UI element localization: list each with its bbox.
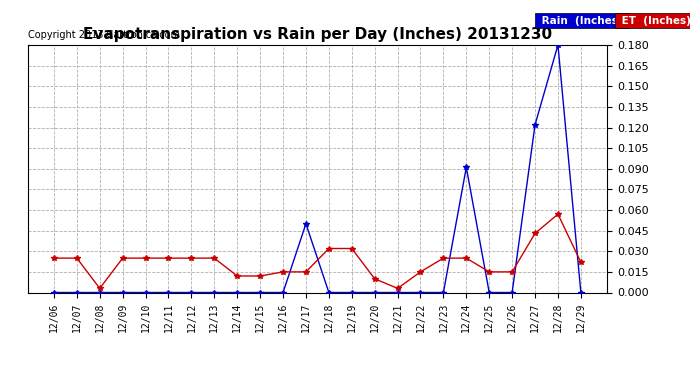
Text: Copyright 2013 Cartronics.com: Copyright 2013 Cartronics.com <box>28 30 179 40</box>
Text: ET  (Inches): ET (Inches) <box>618 16 690 26</box>
Text: Rain  (Inches): Rain (Inches) <box>538 16 627 26</box>
Title: Evapotranspiration vs Rain per Day (Inches) 20131230: Evapotranspiration vs Rain per Day (Inch… <box>83 27 552 42</box>
